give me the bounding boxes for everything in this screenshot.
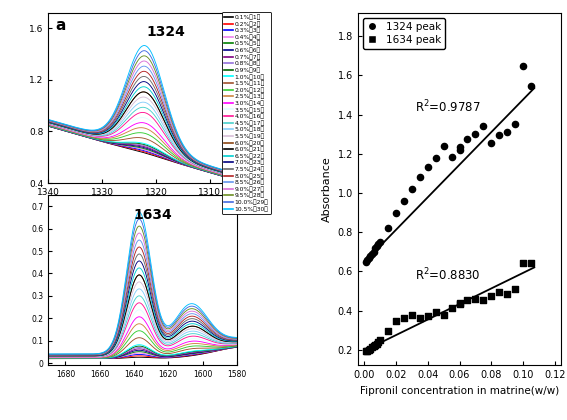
Point (431, 154, 440, 161)
Point (374, 339, 383, 345)
Point (407, 312, 416, 319)
Point (361, 347, 370, 354)
Point (371, 341, 380, 348)
Point (391, 209, 400, 216)
Point (455, 299, 464, 306)
Point (366, 253, 375, 260)
Point (487, 139, 496, 146)
Point (479, 123, 488, 130)
Text: R$^2$=0.9787: R$^2$=0.9787 (415, 99, 481, 116)
Point (367, 344, 376, 350)
Point (374, 241, 383, 247)
Point (439, 312, 448, 319)
Y-axis label: Absorbance: Absorbance (322, 156, 332, 222)
Point (399, 197, 408, 204)
Point (371, 245, 380, 252)
Point (471, 131, 480, 137)
Point (431, 308, 440, 315)
Point (495, 132, 504, 139)
Point (407, 186, 416, 192)
Point (373, 341, 382, 347)
Point (463, 136, 472, 142)
Point (503, 291, 512, 297)
Point (463, 297, 472, 303)
Point (367, 250, 376, 257)
Point (519, 259, 528, 266)
Point (363, 257, 372, 263)
X-axis label: Fipronil concentration in matrine(w/w): Fipronil concentration in matrine(w/w) (360, 386, 559, 396)
Point (373, 243, 382, 249)
Point (527, 83, 536, 89)
Point (365, 255, 374, 261)
Point (361, 258, 370, 265)
Point (415, 174, 424, 181)
Text: 1324: 1324 (146, 26, 185, 39)
Point (439, 142, 448, 149)
Point (519, 62, 528, 69)
Text: 1634: 1634 (133, 208, 172, 222)
Point (487, 292, 496, 299)
Point (511, 286, 520, 292)
Point (383, 225, 392, 231)
Point (423, 164, 432, 171)
Text: b: b (366, 23, 376, 38)
Point (527, 259, 536, 266)
Point (455, 300, 464, 307)
Point (383, 328, 392, 334)
Point (455, 147, 464, 153)
Point (363, 347, 372, 354)
Point (447, 304, 456, 311)
Point (423, 313, 432, 320)
Point (391, 318, 400, 325)
Point (369, 342, 378, 349)
Point (369, 248, 378, 255)
Point (415, 315, 424, 322)
Legend: 0.1%（1）, 0.2%（2）, 0.3%（3）, 0.4%（4）, 0.5%（5）, 0.6%（6）, 0.7%（7）, 0.8%（8）, 0.9%（9）,: 0.1%（1）, 0.2%（2）, 0.3%（3）, 0.4%（4）, 0.5%… (222, 12, 271, 214)
Point (495, 289, 504, 295)
Point (471, 295, 480, 302)
Point (375, 239, 384, 245)
Text: a: a (56, 18, 66, 33)
Text: R$^2$=0.8830: R$^2$=0.8830 (415, 267, 481, 283)
Point (455, 144, 464, 150)
Point (503, 129, 512, 136)
Point (479, 297, 488, 303)
Point (447, 153, 456, 160)
Point (365, 346, 374, 353)
Point (366, 345, 375, 352)
Point (399, 315, 408, 322)
Point (511, 121, 520, 128)
Point (375, 336, 384, 343)
Legend: 1324 peak, 1634 peak: 1324 peak, 1634 peak (363, 18, 445, 49)
